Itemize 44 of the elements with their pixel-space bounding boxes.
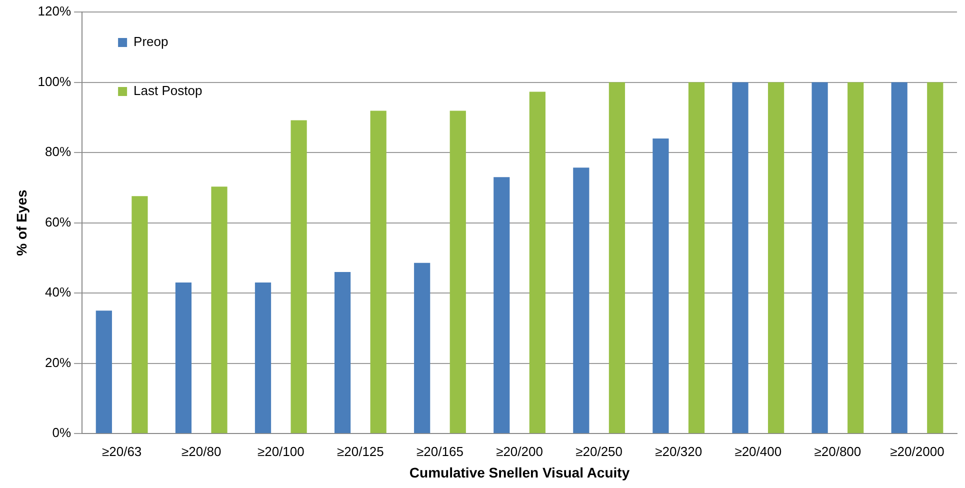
x-tick-label: ≥20/125: [336, 444, 384, 459]
x-tick-label: ≥20/250: [576, 444, 623, 459]
x-tick-label: ≥20/800: [814, 444, 862, 459]
x-tick-label: ≥20/80: [182, 444, 222, 459]
bar: [812, 82, 828, 434]
bar: [450, 110, 466, 434]
x-axis-title: Cumulative Snellen Visual Acuity: [409, 464, 630, 480]
bar: [573, 168, 590, 434]
y-tick-label: 120%: [38, 4, 72, 19]
bar: [494, 177, 510, 434]
bar: [370, 110, 386, 434]
bar: [132, 196, 148, 434]
bar: [732, 82, 748, 434]
bar: [96, 310, 112, 434]
bar: [652, 138, 669, 434]
y-axis-title: % of Eyes: [13, 190, 30, 256]
bar: [175, 282, 192, 434]
x-tick-label: ≥20/63: [102, 444, 142, 459]
bar: [848, 82, 864, 434]
bar: [529, 92, 546, 434]
y-tick-label: 40%: [45, 284, 72, 300]
y-tick-label: 100%: [38, 74, 72, 89]
y-tick-label: 80%: [45, 144, 72, 160]
x-tick-label: ≥20/200: [496, 444, 543, 459]
bar: [414, 262, 430, 434]
x-tick-label: ≥20/2000: [890, 444, 944, 459]
bar: [688, 82, 705, 434]
bar: [211, 186, 228, 434]
y-tick-label: 20%: [45, 354, 72, 370]
bar: [334, 272, 351, 434]
legend-label: Preop: [134, 34, 168, 50]
x-tick-label: ≥20/320: [655, 444, 702, 459]
bar: [891, 82, 908, 434]
legend-label: Last Postop: [134, 83, 202, 98]
bar: [927, 82, 944, 434]
x-tick-label: ≥20/400: [734, 444, 782, 459]
bar: [254, 282, 272, 434]
y-tick-label: 0%: [52, 425, 72, 440]
y-tick-label: 60%: [45, 214, 72, 230]
x-tick-label: ≥20/165: [416, 444, 464, 459]
x-tick-label: ≥20/100: [257, 444, 304, 459]
bar: [290, 120, 307, 434]
bar: [768, 82, 784, 434]
bar: [608, 82, 626, 434]
